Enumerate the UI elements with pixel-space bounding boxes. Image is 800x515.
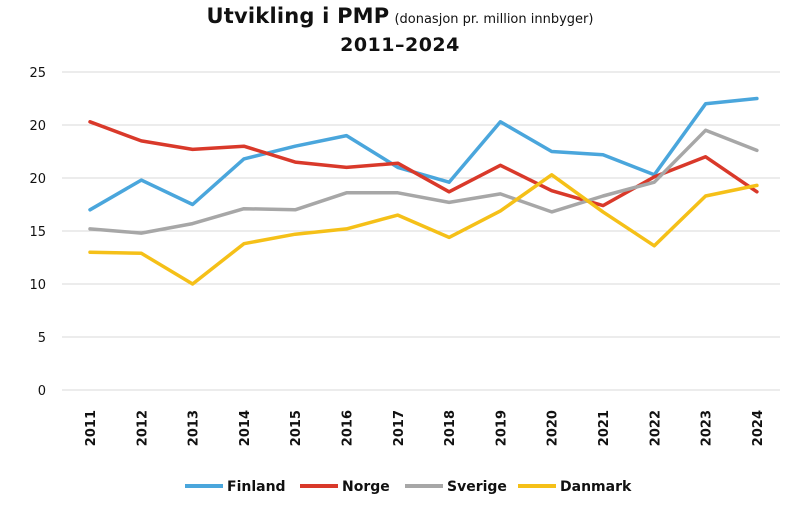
y-tick-label: 10 xyxy=(29,278,46,293)
y-tick-label: 25 xyxy=(29,66,46,81)
y-tick-label: 20 xyxy=(29,119,46,134)
x-tick-label: 2016 xyxy=(341,410,356,446)
series-line-finland xyxy=(88,96,759,212)
series-lines xyxy=(88,96,759,286)
series-line-norge xyxy=(88,120,759,208)
chart-title: Utvikling i PMP (donasjon pr. million in… xyxy=(0,4,800,56)
y-tick-label: 15 xyxy=(29,225,46,240)
x-tick-label: 2022 xyxy=(648,410,663,446)
legend-label-norge: Norge xyxy=(342,479,390,495)
x-tick-label: 2014 xyxy=(238,410,253,446)
x-tick-label: 2023 xyxy=(700,410,715,446)
x-tick-label: 2024 xyxy=(751,410,766,446)
x-tick-label: 2019 xyxy=(494,410,509,446)
chart-title-note: (donasjon pr. million innbyger) xyxy=(394,12,594,27)
x-tick-label: 2021 xyxy=(597,410,612,446)
y-tick-label: 20 xyxy=(29,172,46,187)
legend: Finland Norge Sverige Danmark xyxy=(185,479,632,495)
y-tick-label: 0 xyxy=(38,384,46,399)
x-axis-ticks: 2011 2012 2013 2014 2015 2016 2017 2018 2019 2020… xyxy=(84,410,766,446)
legend-label-finland: Finland xyxy=(227,479,286,495)
legend-label-sverige: Sverige xyxy=(447,479,507,495)
x-tick-label: 2015 xyxy=(289,410,304,446)
x-tick-label: 2011 xyxy=(84,410,99,446)
y-tick-label: 5 xyxy=(38,331,46,346)
series-line-danmark xyxy=(88,173,759,286)
x-tick-label: 2017 xyxy=(392,410,407,446)
x-tick-label: 2020 xyxy=(546,410,561,446)
x-tick-label: 2012 xyxy=(135,410,150,446)
chart-title-main: Utvikling i PMP xyxy=(206,4,390,28)
legend-label-danmark: Danmark xyxy=(560,479,632,495)
gridlines xyxy=(62,71,780,391)
x-tick-label: 2018 xyxy=(443,410,458,446)
series-line-sverige xyxy=(88,128,759,235)
y-axis-ticks: 0 5 10 15 20 20 25 xyxy=(29,66,46,399)
chart-subtitle-years: 2011–2024 xyxy=(340,34,460,56)
x-tick-label: 2013 xyxy=(187,410,202,446)
